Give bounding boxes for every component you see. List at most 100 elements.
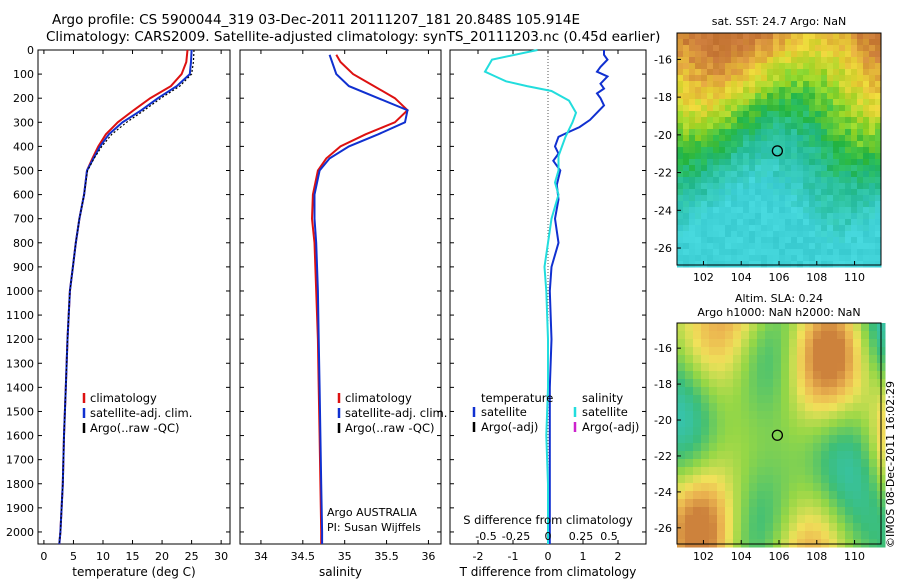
map-cell bbox=[737, 225, 744, 232]
map-cell bbox=[733, 411, 742, 420]
map-cell bbox=[767, 177, 774, 184]
map-cell bbox=[815, 63, 822, 70]
map-cell bbox=[695, 63, 702, 70]
map-cell bbox=[749, 237, 756, 244]
map-cell bbox=[773, 135, 780, 142]
map-cell bbox=[685, 443, 694, 452]
map-cell bbox=[779, 237, 786, 244]
map-cell bbox=[869, 135, 876, 142]
map-cell bbox=[785, 213, 792, 220]
map-cell bbox=[717, 435, 726, 444]
map-cell bbox=[683, 153, 690, 160]
map-cell bbox=[791, 249, 798, 256]
map-cell bbox=[857, 93, 864, 100]
map-cell bbox=[813, 379, 822, 388]
map-cell bbox=[731, 33, 738, 40]
map-cell bbox=[689, 177, 696, 184]
map-cell bbox=[719, 183, 726, 190]
map-cell bbox=[767, 231, 774, 238]
map-cell bbox=[707, 171, 714, 178]
map-cell bbox=[809, 99, 816, 106]
map-cell bbox=[809, 75, 816, 82]
map-cell bbox=[719, 141, 726, 148]
map-cell bbox=[827, 105, 834, 112]
map-cell bbox=[781, 531, 790, 540]
map-cell bbox=[761, 51, 768, 58]
map-cell bbox=[725, 371, 734, 380]
map-cell bbox=[797, 195, 804, 202]
map-cell bbox=[857, 45, 864, 52]
map-cell bbox=[767, 261, 774, 268]
map-cell bbox=[875, 231, 882, 238]
map-cell bbox=[791, 33, 798, 40]
map-cell bbox=[695, 123, 702, 130]
map-cell bbox=[791, 69, 798, 76]
map-cell bbox=[709, 459, 718, 468]
map-cell bbox=[837, 451, 846, 460]
map-cell bbox=[857, 141, 864, 148]
map-cell bbox=[821, 331, 830, 340]
map-cell bbox=[773, 105, 780, 112]
map-cell bbox=[837, 339, 846, 348]
map-cell bbox=[719, 177, 726, 184]
map-cell bbox=[797, 347, 806, 356]
map-cell bbox=[765, 387, 774, 396]
map-cell bbox=[773, 219, 780, 226]
map-cell bbox=[789, 539, 798, 548]
map-cell bbox=[837, 435, 846, 444]
map-cell bbox=[761, 207, 768, 214]
map-cell bbox=[845, 459, 854, 468]
map-cell bbox=[725, 111, 732, 118]
map-cell bbox=[749, 135, 756, 142]
map-cell bbox=[875, 129, 882, 136]
map-cell bbox=[827, 237, 834, 244]
map-cell bbox=[869, 387, 878, 396]
map-cell bbox=[737, 171, 744, 178]
map-cell bbox=[845, 435, 854, 444]
map-cell bbox=[851, 183, 858, 190]
map-cell bbox=[733, 523, 742, 532]
map-cell bbox=[683, 189, 690, 196]
map-cell bbox=[815, 69, 822, 76]
map-cell bbox=[781, 355, 790, 364]
map-cell bbox=[789, 419, 798, 428]
map-cell bbox=[757, 427, 766, 436]
map-cell bbox=[709, 483, 718, 492]
map-cell bbox=[809, 177, 816, 184]
map-cell bbox=[725, 379, 734, 388]
map-cell bbox=[761, 117, 768, 124]
map-cell bbox=[845, 387, 854, 396]
map-cell bbox=[725, 57, 732, 64]
map-cell bbox=[755, 231, 762, 238]
map-cell bbox=[765, 483, 774, 492]
map-cell bbox=[761, 171, 768, 178]
map-cell bbox=[853, 443, 862, 452]
x-tick-label: 35 bbox=[338, 550, 352, 563]
map-cell bbox=[815, 249, 822, 256]
y-tick-label: 300 bbox=[13, 116, 34, 129]
map-cell bbox=[785, 111, 792, 118]
map-cell bbox=[821, 117, 828, 124]
map-cell bbox=[765, 363, 774, 372]
map-cell bbox=[779, 33, 786, 40]
map-cell bbox=[821, 323, 830, 332]
map-cell bbox=[785, 153, 792, 160]
map-cell bbox=[755, 237, 762, 244]
map-cell bbox=[733, 451, 742, 460]
map-cell bbox=[797, 435, 806, 444]
legend-label: satellite bbox=[582, 405, 628, 419]
map-cell bbox=[749, 371, 758, 380]
map-cell bbox=[789, 331, 798, 340]
map-cell bbox=[693, 499, 702, 508]
map-cell bbox=[737, 63, 744, 70]
map-cell bbox=[781, 347, 790, 356]
map-cell bbox=[869, 363, 878, 372]
map-cell bbox=[765, 331, 774, 340]
map-cell bbox=[749, 427, 758, 436]
map-cell bbox=[685, 491, 694, 500]
map-cell bbox=[773, 81, 780, 88]
map-cell bbox=[701, 523, 710, 532]
map-cell bbox=[785, 45, 792, 52]
map-cell bbox=[689, 189, 696, 196]
map-cell bbox=[821, 531, 830, 540]
